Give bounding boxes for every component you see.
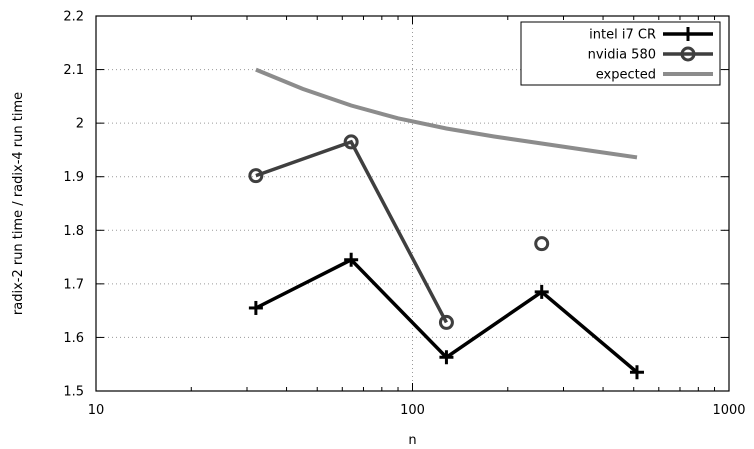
legend-label: expected [596,68,656,83]
data-point-plus [629,365,644,380]
series-markers [248,134,644,380]
data-point-circle [438,314,454,330]
legend: intel i7 CR nvidia 580 expected [520,21,721,86]
series-line [255,139,448,324]
series-lines [255,67,639,374]
series-line [255,67,638,160]
data-point-circle [534,236,550,252]
data-point-plus [439,350,454,365]
data-point-plus [248,300,263,315]
axis-ticks [95,15,730,392]
y-tick-label: 1.7 [63,277,84,292]
y-tick-label: 2.2 [63,10,84,25]
data-point-circle [343,134,359,150]
y-tick-label: 1.5 [63,385,84,400]
x-tick-label: 100 [400,403,425,418]
y-tick-label: 1.9 [63,170,84,185]
legend-label: intel i7 CR [589,28,656,43]
y-tick-label: 2.1 [63,63,84,78]
y-tick-label: 2 [76,117,84,132]
data-point-plus [344,252,359,267]
x-tick-label: 10 [88,403,105,418]
legend-items: intel i7 CR nvidia 580 expected [588,27,713,83]
y-tick-label: 1.8 [63,224,84,239]
data-point-circle [680,46,696,62]
x-axis-title: n [408,433,416,448]
x-tick-label: 1000 [712,403,745,418]
y-axis-title: radix-2 run time / radix-4 run time [11,92,26,315]
data-point-circle [248,168,264,184]
tick-labels: 10 100 1000 1.5 1.6 1.7 1.8 1.9 2 2.1 2.2 [63,10,745,419]
legend-label: nvidia 580 [588,48,656,63]
data-point-plus [534,284,549,299]
data-point-plus [681,27,695,41]
y-tick-label: 1.6 [63,331,84,346]
